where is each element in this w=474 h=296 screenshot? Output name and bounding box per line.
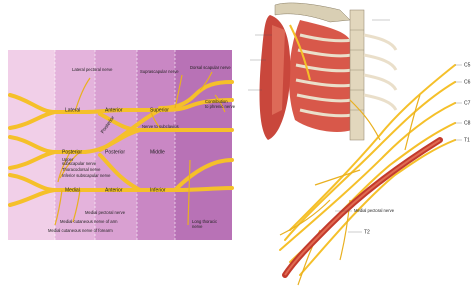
band [55,50,95,240]
division-label: Posterior [105,149,125,155]
label: to phrenic nerve [205,104,236,109]
label: Inferior subscapular nerve [62,173,111,178]
label: Medial cutaneous nerve of arm [60,219,118,224]
trunk-label: Inferior [150,187,166,193]
root-label: T1 [464,137,470,143]
trunk-label: Middle [150,149,165,155]
root-label: C6 [464,79,471,85]
label: Thoracodorsal nerve [62,167,101,172]
trunk-label: Superior [150,107,169,113]
schematic-labels: Lateral pectoral nerve Suprascapular ner… [48,65,236,233]
label: Medial pectoral nerve [85,210,126,215]
label: Long thoracic [192,219,217,224]
root-label: C8 [464,120,471,126]
label: nerve [192,224,203,229]
thorax-illustration [240,0,400,145]
branches [54,71,226,226]
band [95,50,137,240]
division-label: Anterior [105,187,123,193]
root-label: C5 [464,62,471,68]
label: Upper [62,157,74,162]
division-label: Anterior [105,107,123,113]
root-label: C7 [464,100,471,106]
label: Dorsal scapular nerve [190,65,231,70]
label: Lateral pectoral nerve [72,67,113,72]
label: Contribution [205,99,228,104]
label: Medial pectoral nerve [354,208,395,213]
band [137,50,175,240]
root-label: T2 [364,229,370,235]
cord-label: Posterior [62,149,82,155]
label: Nerve to subclavius [142,124,179,129]
schematic [8,50,234,240]
label: subscapular nerve [62,161,97,166]
label: Suprascapular nerve [140,69,179,74]
cord-label: Medial [65,187,80,193]
band [175,50,232,240]
label: Medial cutaneous nerve of forearm [48,228,113,233]
illustrated-nerves [279,64,456,276]
cord-label: Lateral [65,107,80,113]
nerves [8,80,234,207]
plexus-illustration: C5 C6 C7 C8 T1 Medial pectoral nerve T2 [279,62,471,286]
